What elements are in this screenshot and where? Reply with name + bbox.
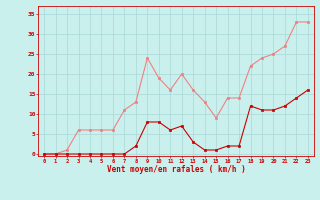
X-axis label: Vent moyen/en rafales ( km/h ): Vent moyen/en rafales ( km/h ) (107, 165, 245, 174)
